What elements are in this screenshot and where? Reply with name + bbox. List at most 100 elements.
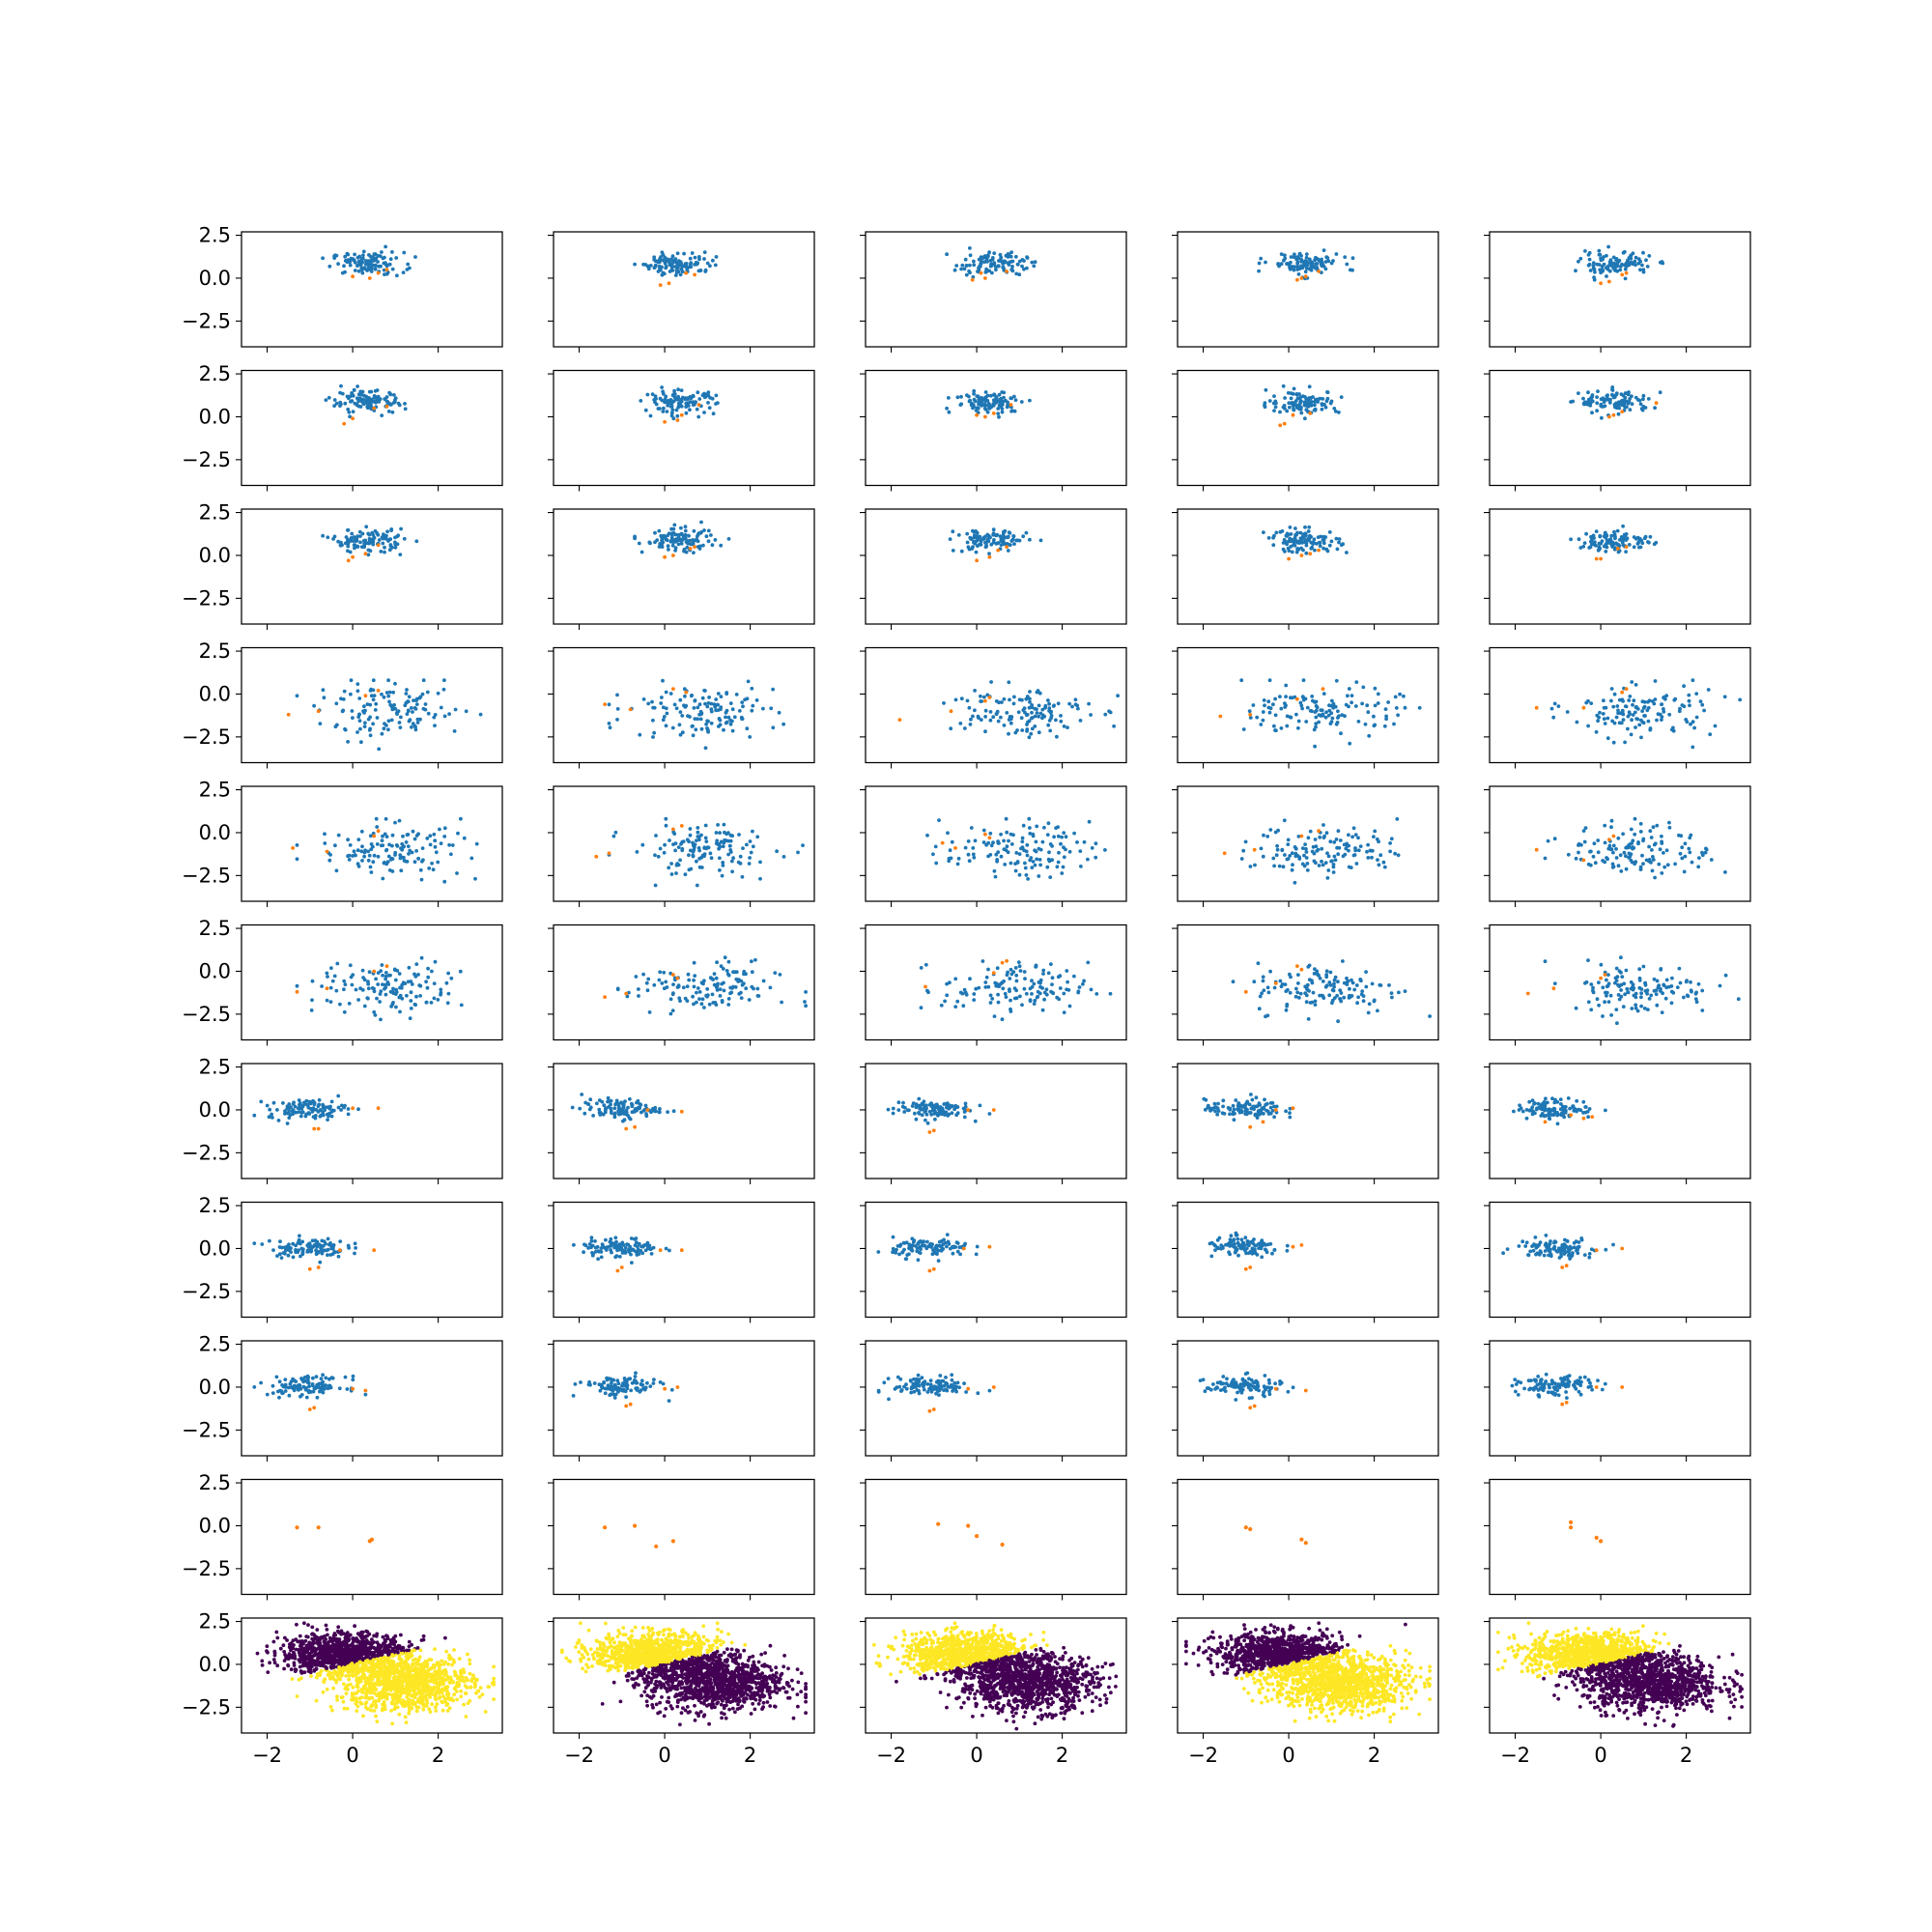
data-point — [1622, 718, 1626, 722]
highlight-point — [659, 283, 663, 287]
data-point — [1702, 709, 1706, 713]
panel-r4-c3 — [860, 648, 1126, 769]
data-point — [1602, 712, 1605, 716]
data-point — [1700, 703, 1704, 707]
data-point — [1299, 400, 1303, 404]
data-point — [977, 403, 980, 407]
data-point — [1348, 866, 1351, 869]
data-point — [691, 724, 695, 728]
data-point — [704, 723, 708, 726]
data-point — [1014, 255, 1018, 259]
data-point — [1339, 731, 1343, 735]
data-point — [344, 982, 348, 986]
highlight-point — [1300, 276, 1304, 280]
data-point — [1332, 870, 1336, 874]
data-point — [680, 542, 684, 546]
data-point — [1336, 548, 1340, 552]
data-point — [683, 695, 687, 698]
data-point — [666, 401, 669, 405]
data-point — [1284, 684, 1288, 688]
data-point — [1595, 529, 1599, 533]
data-point — [1418, 706, 1422, 710]
data-point — [1273, 697, 1277, 701]
data-point — [439, 993, 442, 997]
data-point — [1577, 851, 1580, 855]
data-point — [337, 1255, 341, 1259]
data-point — [615, 1247, 619, 1251]
data-point — [986, 841, 990, 845]
data-point — [1622, 1005, 1626, 1009]
data-point — [1272, 1115, 1276, 1119]
data-point — [1648, 698, 1652, 702]
data-point — [394, 256, 398, 260]
data-point — [1638, 977, 1642, 980]
data-point — [1327, 993, 1331, 997]
data-point — [707, 701, 711, 705]
data-point — [652, 983, 656, 987]
data-point — [374, 708, 378, 712]
data-point — [985, 533, 989, 537]
data-point — [374, 252, 378, 256]
data-point — [1033, 1002, 1037, 1006]
data-point — [1634, 705, 1638, 709]
data-point — [1564, 1109, 1568, 1113]
data-point — [1018, 260, 1022, 264]
data-point — [1278, 411, 1282, 414]
data-point — [1035, 825, 1038, 829]
data-point — [1649, 535, 1653, 539]
data-point — [1537, 1102, 1541, 1106]
data-point — [1290, 255, 1293, 259]
data-point — [693, 706, 696, 710]
data-point — [354, 545, 357, 549]
data-point — [672, 389, 676, 393]
data-point — [750, 959, 753, 963]
data-point — [979, 695, 982, 698]
data-point — [418, 994, 422, 998]
data-point — [1602, 396, 1605, 400]
data-point — [1613, 722, 1617, 725]
data-point — [382, 257, 385, 261]
data-point — [980, 401, 984, 405]
data-point — [403, 537, 407, 541]
data-point — [1738, 698, 1742, 702]
data-point — [1266, 699, 1270, 703]
data-point — [439, 988, 442, 992]
data-point — [1041, 972, 1045, 976]
data-point — [945, 407, 949, 411]
scatter-points — [945, 389, 1032, 419]
data-point — [1370, 856, 1374, 860]
highlight-point — [629, 708, 633, 712]
data-point — [1000, 855, 1004, 859]
data-point — [1059, 986, 1063, 990]
data-point — [1723, 695, 1727, 698]
data-point — [688, 539, 692, 543]
data-point — [1314, 408, 1318, 412]
data-point — [1038, 864, 1042, 867]
panel-r1-c3 — [860, 232, 1126, 353]
data-point — [363, 978, 367, 981]
data-point — [1008, 977, 1011, 980]
data-point — [1313, 549, 1317, 553]
data-point — [356, 848, 360, 852]
data-point — [334, 701, 338, 705]
y-tick-label: 2.5 — [199, 917, 231, 940]
data-point — [329, 966, 333, 970]
data-point — [1616, 529, 1620, 533]
data-point — [1384, 715, 1388, 719]
data-point — [949, 848, 952, 852]
data-point — [310, 998, 314, 1002]
data-point — [1596, 838, 1600, 842]
data-point — [982, 536, 986, 540]
data-point — [721, 1000, 724, 1004]
data-point — [1603, 1000, 1606, 1004]
data-point — [400, 842, 404, 846]
data-point — [748, 998, 752, 1002]
data-point — [724, 955, 727, 959]
data-point — [1357, 848, 1361, 852]
highlight-point — [385, 268, 389, 271]
data-point — [665, 824, 668, 828]
data-point — [1287, 547, 1291, 551]
highlight-point — [603, 995, 607, 999]
data-point — [598, 1098, 602, 1102]
data-point — [1597, 249, 1601, 253]
